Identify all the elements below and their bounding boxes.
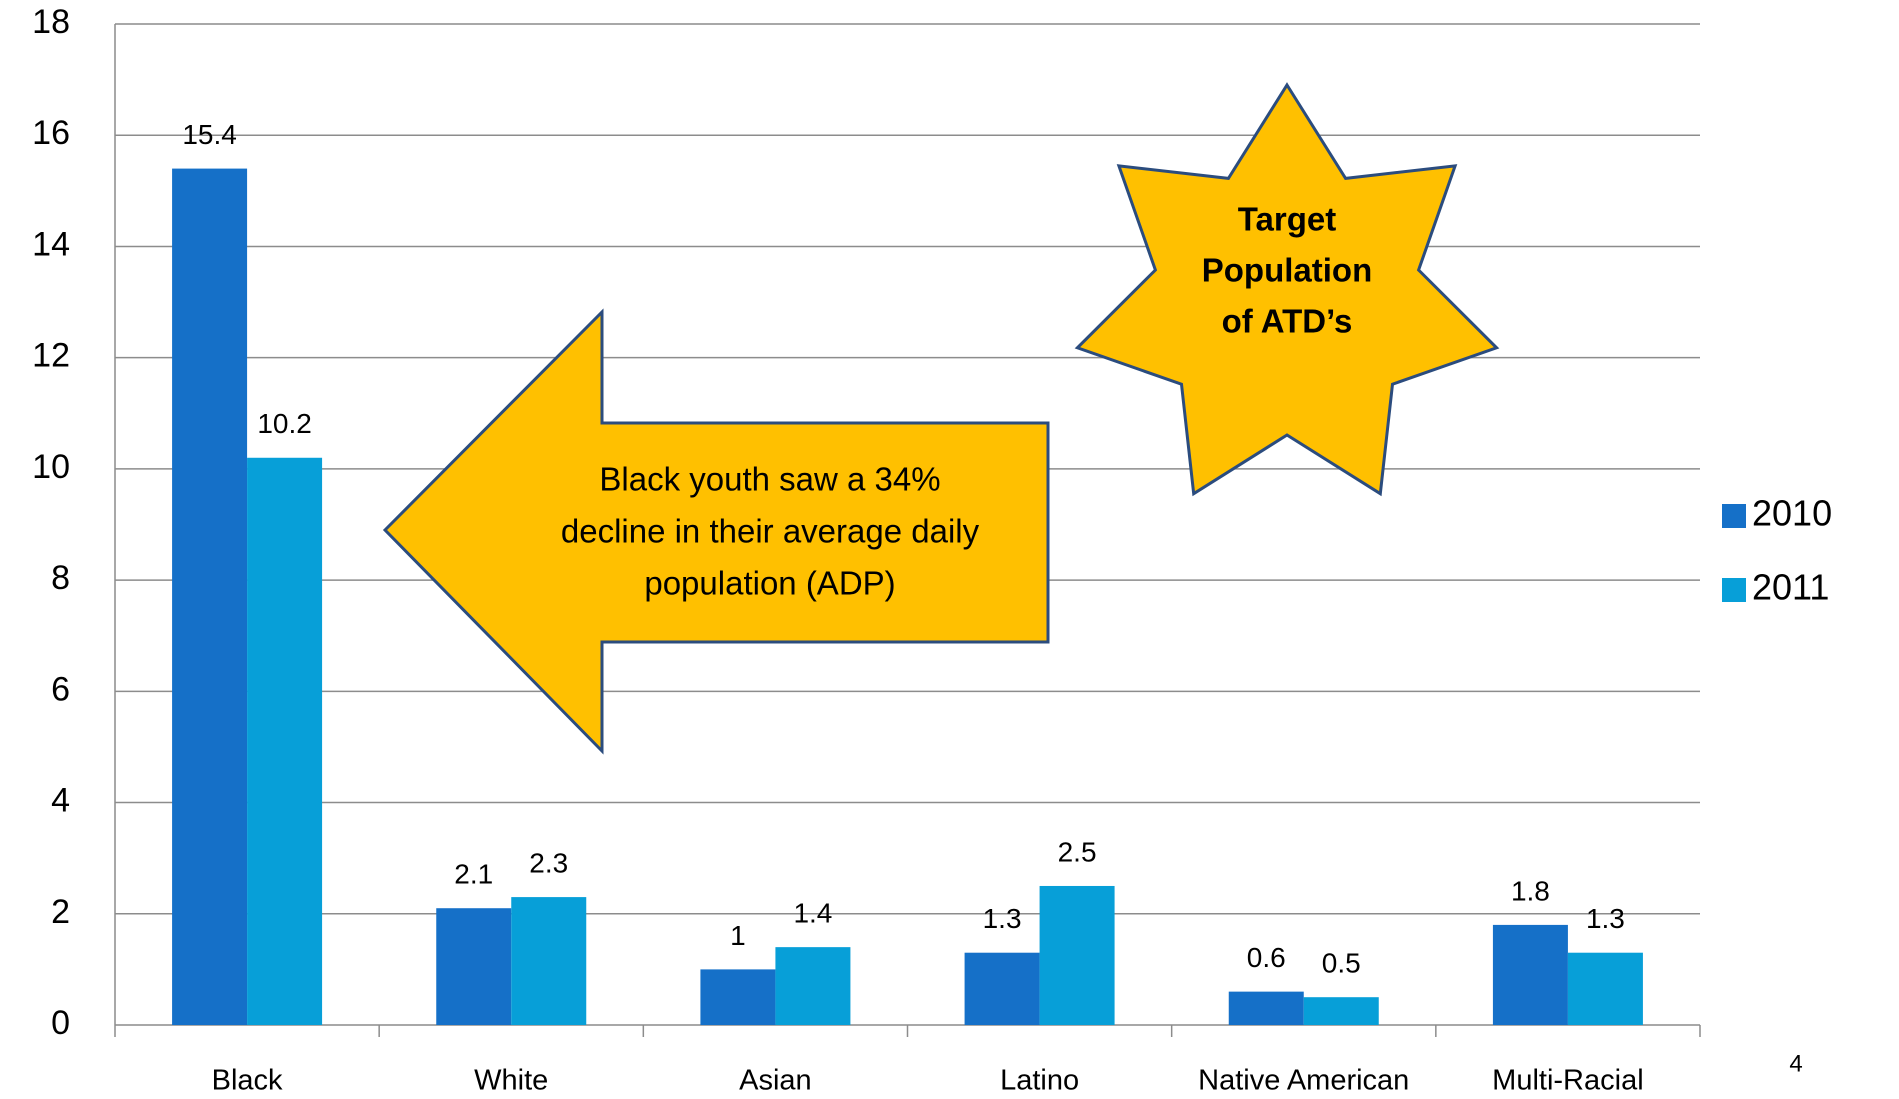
x-tick-label: Asian bbox=[739, 1065, 812, 1097]
legend-swatch bbox=[1722, 578, 1746, 602]
value-label: 1.3 bbox=[1586, 903, 1625, 934]
bar bbox=[511, 897, 587, 1025]
y-tick-label: 12 bbox=[32, 337, 70, 375]
value-label: 10.2 bbox=[257, 408, 312, 439]
value-label: 2.1 bbox=[454, 859, 493, 890]
star-text: Population bbox=[1202, 252, 1372, 289]
y-tick-label: 2 bbox=[51, 893, 70, 931]
star-text: of ATD’s bbox=[1222, 303, 1353, 340]
arrow-text: decline in their average daily bbox=[561, 513, 980, 550]
x-tick-label: Black bbox=[212, 1065, 283, 1097]
bar bbox=[1228, 991, 1304, 1025]
value-label: 2.5 bbox=[1058, 836, 1097, 867]
bar bbox=[1303, 997, 1379, 1025]
x-tick-label: White bbox=[474, 1065, 548, 1097]
y-tick-label: 0 bbox=[51, 1004, 70, 1042]
y-tick-label: 14 bbox=[32, 225, 70, 263]
value-label: 0.6 bbox=[1247, 942, 1286, 973]
x-tick-label: Multi-Racial bbox=[1492, 1065, 1643, 1097]
page-number: 4 bbox=[1789, 1050, 1802, 1077]
bar bbox=[1567, 952, 1643, 1025]
bar bbox=[964, 952, 1040, 1025]
legend-swatch bbox=[1722, 504, 1746, 528]
bar bbox=[172, 168, 248, 1026]
bar bbox=[700, 969, 776, 1025]
bar bbox=[247, 457, 323, 1025]
value-label: 1.8 bbox=[1511, 875, 1550, 906]
star-callout bbox=[1074, 82, 1500, 497]
star-text: Target bbox=[1238, 201, 1336, 238]
value-label: 1.3 bbox=[983, 903, 1022, 934]
arrow-callout bbox=[382, 308, 1050, 755]
x-tick-label: Latino bbox=[1000, 1065, 1079, 1097]
arrow-text: Black youth saw a 34% bbox=[599, 461, 940, 498]
y-tick-label: 18 bbox=[32, 3, 70, 41]
value-label: 1.4 bbox=[793, 898, 832, 929]
value-label: 2.3 bbox=[529, 847, 568, 878]
y-tick-label: 4 bbox=[51, 782, 70, 820]
value-label: 0.5 bbox=[1322, 948, 1361, 979]
bar bbox=[775, 947, 851, 1025]
legend-label: 2011 bbox=[1752, 567, 1829, 608]
bar bbox=[436, 908, 512, 1025]
bar bbox=[1039, 885, 1115, 1025]
y-tick-label: 16 bbox=[32, 114, 70, 152]
value-label: 15.4 bbox=[182, 119, 237, 150]
y-tick-label: 10 bbox=[32, 448, 70, 486]
value-label: 1 bbox=[730, 920, 746, 951]
y-tick-label: 8 bbox=[51, 559, 70, 597]
arrow-text: population (ADP) bbox=[644, 565, 895, 602]
bar bbox=[1492, 924, 1568, 1025]
x-tick-label: Native American bbox=[1198, 1065, 1409, 1097]
legend-label: 2010 bbox=[1752, 493, 1832, 534]
y-tick-label: 6 bbox=[51, 670, 70, 708]
